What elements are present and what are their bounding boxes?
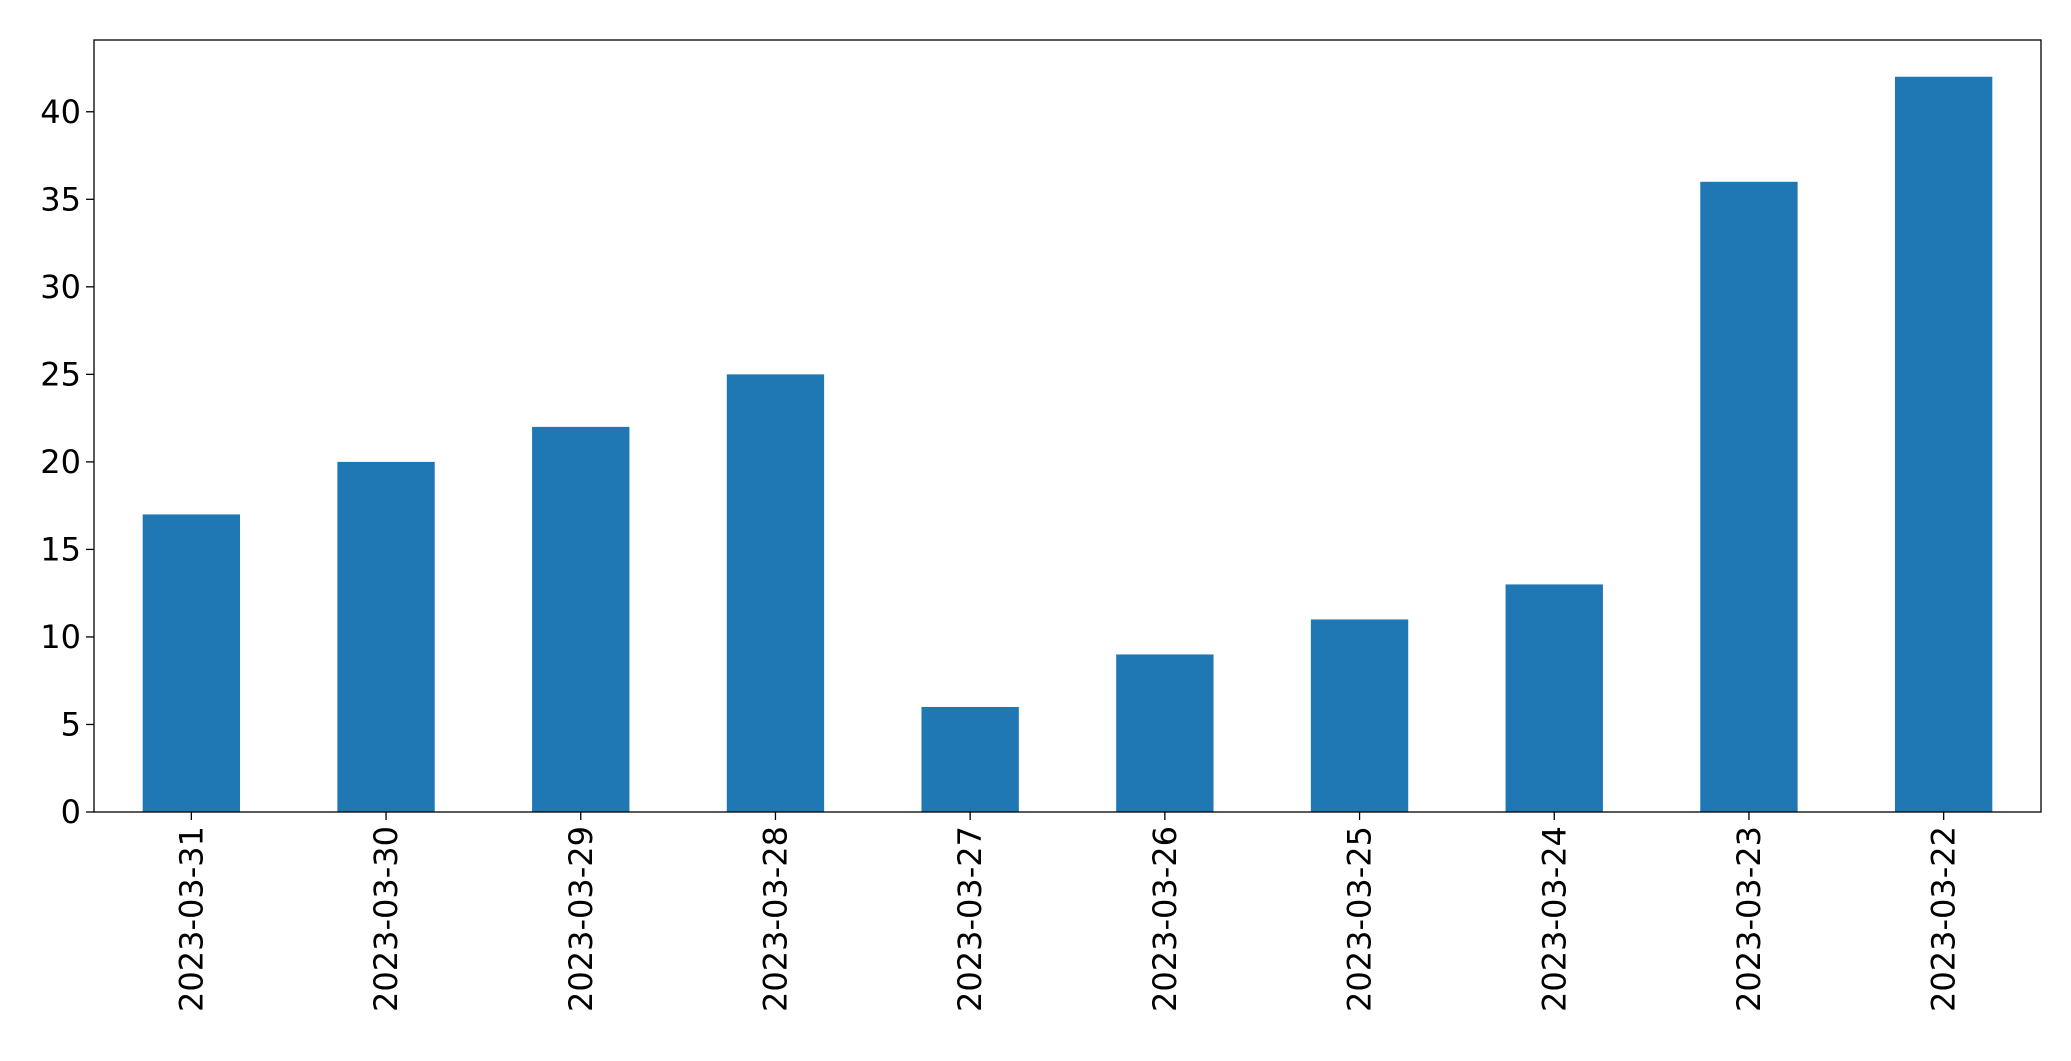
bar — [1116, 654, 1214, 812]
x-tick-label: 2023-03-29 — [562, 826, 600, 1012]
y-tick-label: 20 — [40, 443, 81, 481]
x-tick-label: 2023-03-25 — [1341, 826, 1379, 1012]
x-tick-label: 2023-03-22 — [1925, 826, 1963, 1012]
x-tick-label: 2023-03-31 — [172, 826, 210, 1012]
y-tick-label: 25 — [40, 355, 81, 393]
y-tick-label: 30 — [40, 268, 81, 306]
y-tick-label: 0 — [61, 793, 81, 831]
bar — [532, 426, 630, 812]
x-tick-label: 2023-03-26 — [1146, 826, 1184, 1012]
x-tick-label: 2023-03-27 — [951, 826, 989, 1012]
bar — [337, 461, 435, 812]
plot-frame — [93, 39, 2042, 813]
x-tick-label: 2023-03-24 — [1535, 826, 1573, 1012]
bar — [921, 706, 1019, 812]
x-tick-label: 2023-03-30 — [367, 826, 405, 1012]
bar — [1894, 76, 1993, 812]
y-tick-label: 15 — [40, 530, 81, 568]
bar — [1700, 181, 1798, 813]
bar — [726, 374, 825, 812]
x-tick-label: 2023-03-28 — [756, 826, 794, 1012]
x-tick-label: 2023-03-23 — [1730, 826, 1768, 1012]
y-tick-label: 10 — [40, 618, 81, 656]
y-tick-label: 5 — [61, 705, 81, 743]
y-tick-label: 35 — [40, 180, 81, 218]
bar — [1310, 619, 1409, 812]
y-tick-label: 40 — [40, 93, 81, 131]
bar — [1505, 584, 1603, 812]
bar — [142, 514, 241, 812]
